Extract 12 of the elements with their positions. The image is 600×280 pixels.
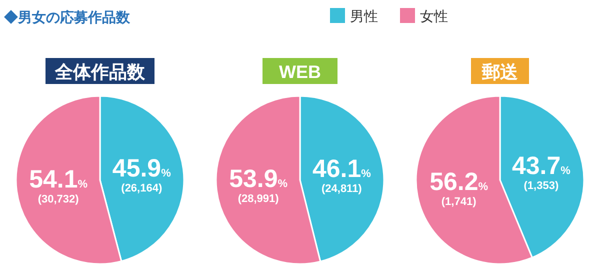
data-label: 43.7% (1,353)	[512, 152, 571, 192]
chart-title: 郵送	[481, 62, 518, 82]
chart-title: WEB	[279, 62, 321, 82]
data-label: 53.9% (28,991)	[229, 165, 288, 206]
legend-label: 女性	[420, 8, 448, 24]
data-label: 56.2% (1,741)	[430, 168, 488, 208]
legend-label: 男性	[350, 8, 378, 24]
data-label: 54.1% (30,732)	[29, 165, 88, 206]
data-label: 45.9% (26,164)	[112, 154, 172, 195]
data-label: 46.1% (24,811)	[312, 154, 372, 195]
text: ◆男女の応募作品数	[4, 9, 131, 25]
text: 全体作品数	[54, 62, 146, 82]
